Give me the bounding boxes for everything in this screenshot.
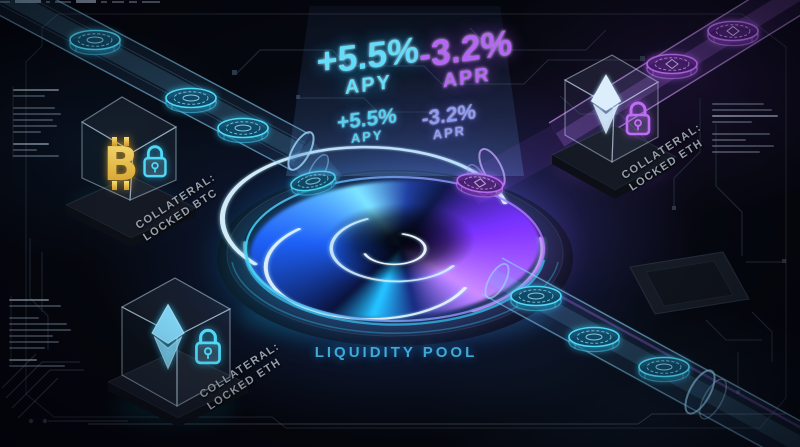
hud-text-line xyxy=(9,311,19,313)
hud-text-line xyxy=(9,341,59,343)
hud-text-line xyxy=(9,317,39,319)
hud-text-line xyxy=(712,145,774,147)
coin-icon xyxy=(568,326,620,353)
hud-text-line xyxy=(9,305,61,307)
hud-text-line xyxy=(13,95,45,97)
bitcoin-icon: B xyxy=(103,137,139,191)
hud-text-line xyxy=(13,137,23,139)
hud-text-line xyxy=(9,365,65,367)
hud-text-line xyxy=(13,113,61,115)
hud-text-line xyxy=(9,347,45,349)
hud-text-line xyxy=(13,149,37,151)
hud-text-line xyxy=(13,131,41,133)
coin-icon xyxy=(165,87,217,114)
hud-text-line xyxy=(9,353,19,355)
coin-icon xyxy=(510,285,562,312)
hud-text-line xyxy=(13,143,49,145)
hud-text-line xyxy=(712,103,764,105)
hud-text-line xyxy=(712,139,746,141)
hud-text-line xyxy=(712,109,772,111)
collateral-cube-eth-left xyxy=(106,277,250,427)
hud-text-line xyxy=(712,121,752,123)
coin-icon xyxy=(707,20,759,47)
coin-icon xyxy=(217,117,269,144)
hud-text-line xyxy=(712,115,778,117)
coin-icon xyxy=(646,53,698,80)
pipe-bottom-right xyxy=(481,256,800,447)
hud-text-line xyxy=(9,323,67,325)
hud-text-line xyxy=(13,89,59,91)
hud-text-block xyxy=(13,89,61,161)
hud-text-line xyxy=(13,119,53,121)
liquidity-pool-label: LIQUIDITY POOL xyxy=(314,344,478,361)
hud-text-line xyxy=(13,101,23,103)
hud-text-line xyxy=(9,335,53,337)
hud-text-line xyxy=(712,127,722,129)
hud-text-line xyxy=(712,133,770,135)
hud-text-line xyxy=(13,125,57,127)
hud-text-line xyxy=(9,329,71,331)
hud-text-line xyxy=(9,299,49,301)
hud-text-line xyxy=(13,155,59,157)
hud-text-line xyxy=(712,97,722,99)
coin-icon xyxy=(69,29,121,56)
hud-text-block xyxy=(712,97,778,157)
coin-icon xyxy=(638,356,690,383)
hud-text-line xyxy=(9,359,37,361)
hud-text-block xyxy=(9,299,71,371)
svg-text:B: B xyxy=(103,137,138,191)
hud-text-line xyxy=(13,107,55,109)
hud-text-line xyxy=(712,151,760,153)
